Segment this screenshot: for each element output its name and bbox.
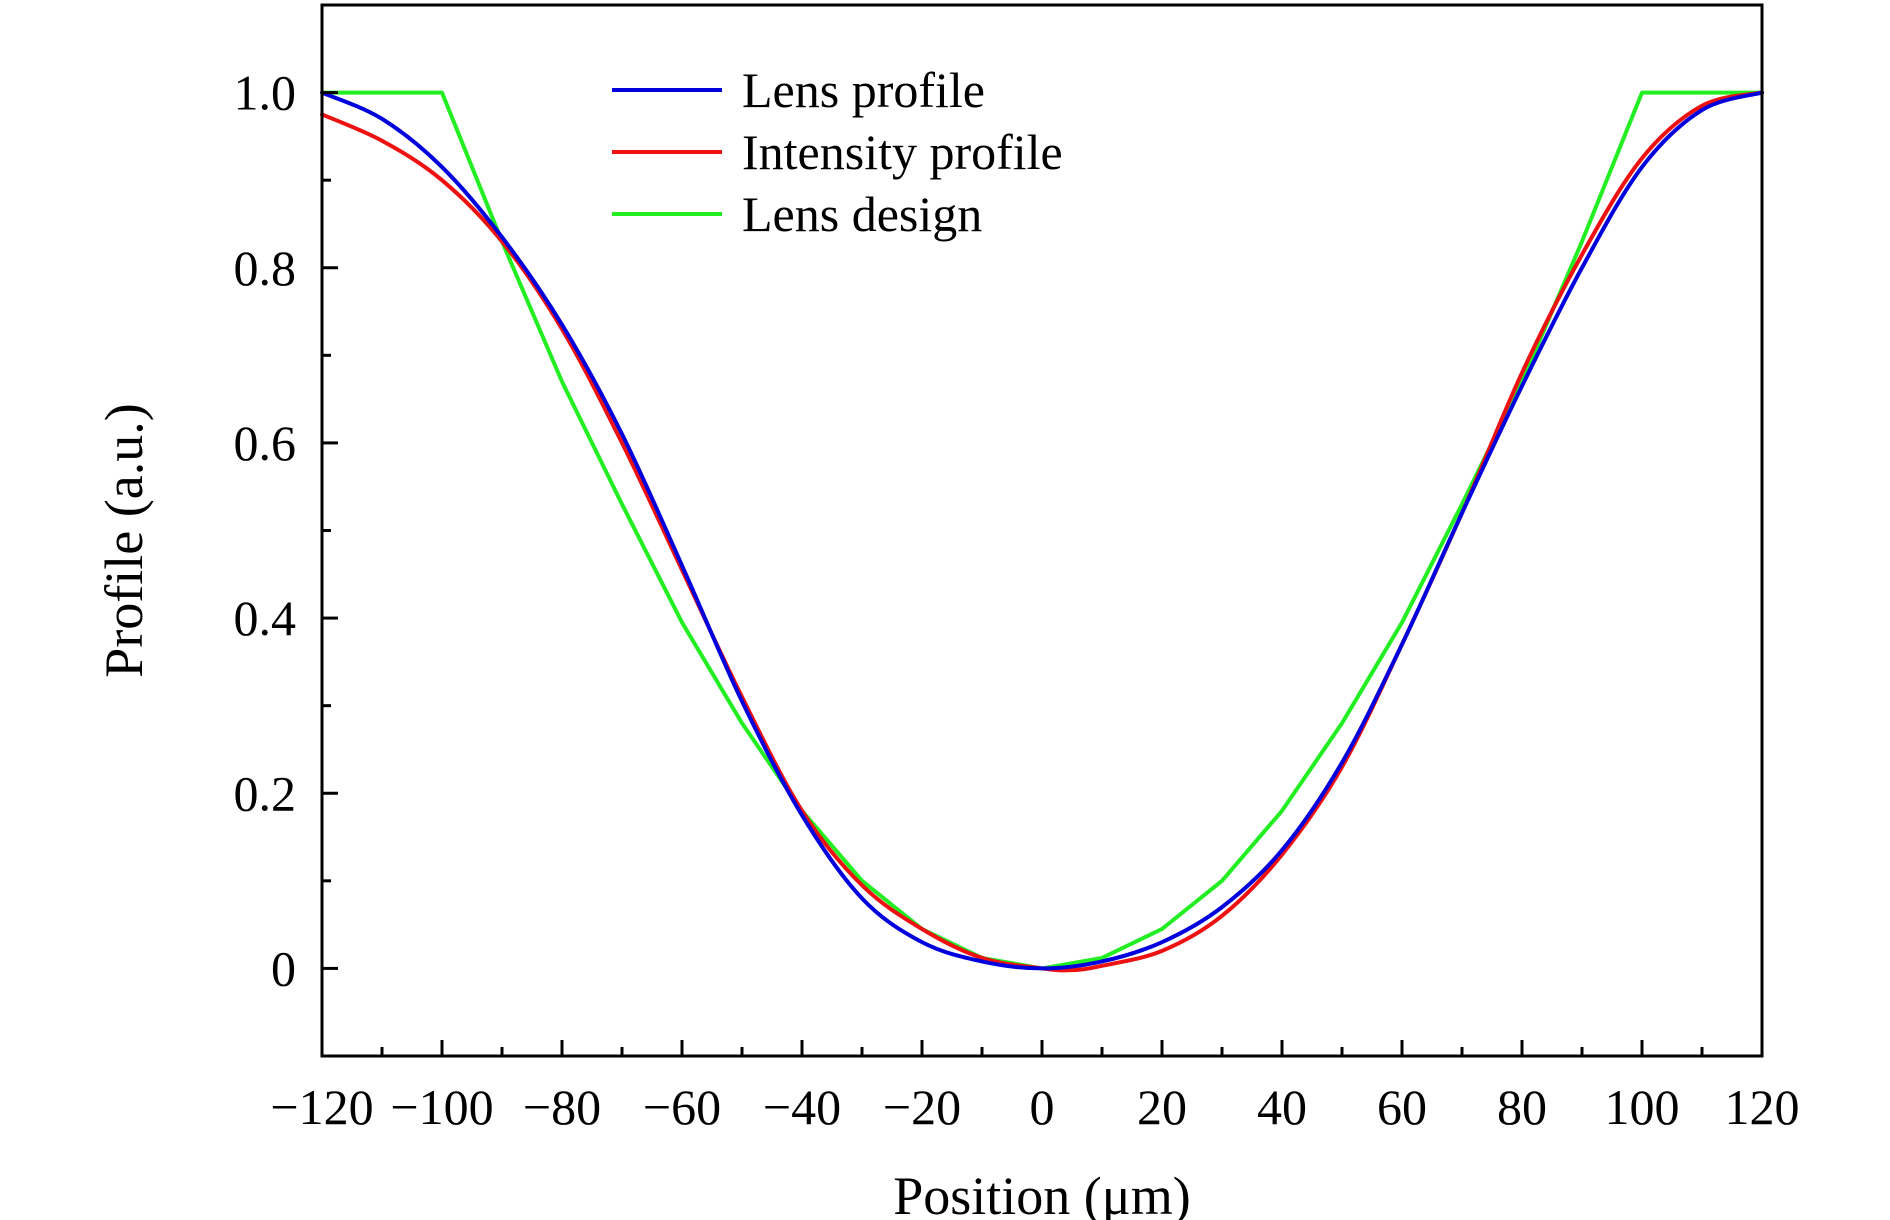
x-tick-label: −100 [390,1079,493,1135]
legend-label: Lens design [742,186,982,242]
y-tick-label: 0.4 [234,590,297,646]
y-tick-label: 0.2 [234,765,297,821]
series-line-lens-design [320,90,1764,971]
x-tick-label: 20 [1137,1079,1187,1135]
x-axis-title: Position (μm) [893,1166,1190,1220]
legend-label: Lens profile [742,62,985,118]
y-tick-label: 1.0 [234,65,297,121]
series-line-intensity-profile [320,90,1764,973]
x-tick-label: 80 [1497,1079,1547,1135]
series-lines [320,90,1764,973]
x-axis: −120 −100 −80 −60 −40 −20 0 20 40 60 80 100 120 [270,1040,1800,1135]
legend: Lens profile Intensity profile Lens design [612,62,1063,242]
y-tick-label: 0 [271,940,296,996]
y-tick-label: 0.6 [234,415,297,471]
x-tick-label: −120 [270,1079,373,1135]
y-axis-title: Profile (a.u.) [94,403,154,677]
legend-label: Intensity profile [742,124,1063,180]
x-tick-label: −40 [763,1079,841,1135]
series-line-lens-profile [320,90,1764,971]
x-tick-label: 40 [1257,1079,1307,1135]
x-tick-label: −80 [523,1079,601,1135]
x-tick-label: 100 [1605,1079,1680,1135]
x-tick-label: −60 [643,1079,721,1135]
y-tick-label: 0.8 [234,240,297,296]
y-axis: 0 0.2 0.4 0.6 0.8 1.0 [234,65,338,1058]
x-tick-label: 0 [1030,1079,1055,1135]
x-tick-label: 120 [1725,1079,1800,1135]
x-tick-label: −20 [883,1079,961,1135]
x-tick-label: 60 [1377,1079,1427,1135]
